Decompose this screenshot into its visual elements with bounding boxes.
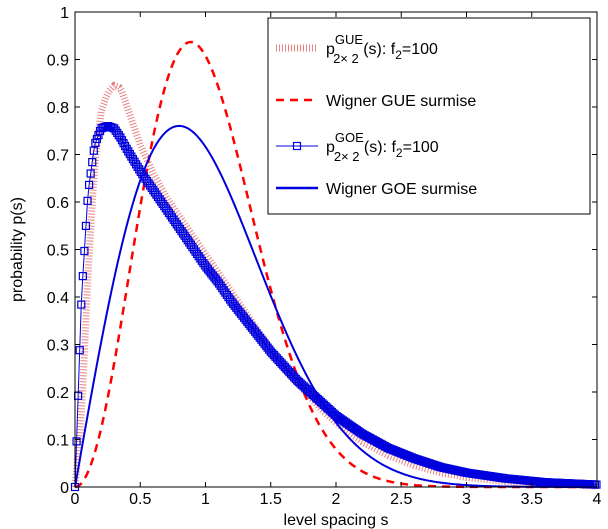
legend-label-goe-2x2: pGOE 2× 2 (s): f2=100 (326, 130, 439, 164)
x-tick-label: 0.5 (129, 491, 151, 508)
legend-sample-goe-2x2 (276, 141, 318, 151)
x-tick-label: 3 (462, 491, 471, 508)
x-tick-label: 4 (593, 491, 602, 508)
y-tick-label: 0.9 (47, 53, 69, 70)
y-tick-label: 0.1 (47, 433, 69, 450)
y-tick-label: 1 (60, 5, 69, 22)
x-tick-label: 1 (201, 491, 210, 508)
x-axis-label: level spacing s (284, 512, 389, 529)
legend-label-wigner-gue: Wigner GUE surmise (326, 93, 476, 110)
data-point (88, 158, 97, 167)
x-tick-label: 1.5 (260, 491, 282, 508)
data-point (83, 196, 92, 205)
x-tick-label: 2 (332, 491, 341, 508)
y-tick-label: 0.2 (47, 385, 69, 402)
legend-label-gue-2x2: pGUE 2× 2 (s): f2=100 (326, 32, 438, 66)
plot-marks (70, 40, 601, 492)
y-tick-label: 0.4 (47, 290, 69, 307)
legend-label-wigner-goe: Wigner GOE surmise (326, 181, 477, 198)
y-tick-label: 0.8 (47, 100, 69, 117)
series-gue-2x2 (71, 81, 598, 490)
data-point (78, 272, 87, 281)
y-tick-label: 0.5 (47, 243, 69, 260)
data-point (592, 480, 601, 489)
y-tick-label: 0 (60, 480, 69, 497)
data-point (81, 221, 91, 231)
y-tick-label: 0.3 (47, 338, 69, 355)
legend: pGUE 2× 2 (s): f2=100 Wigner GUE surmise pG… (267, 17, 591, 215)
y-tick-label: 0.6 (47, 195, 69, 212)
data-point (72, 437, 81, 446)
y-tick-label: 0.7 (47, 148, 69, 165)
data-point (77, 300, 86, 309)
x-tick-label: 0 (71, 491, 80, 508)
data-point (84, 180, 94, 189)
x-tick-label: 2.5 (390, 491, 412, 508)
x-tick-label: 3.5 (521, 491, 543, 508)
legend-box (267, 17, 591, 215)
data-point (86, 169, 95, 178)
ticks: 0 0.5 1 1.5 2 2.5 3 3.5 4 0 0.1 0.2 0.3 0.4 0.5 0.6 0.7 0… (47, 5, 602, 508)
data-point (75, 346, 84, 355)
y-axis-label: probability p(s) (9, 197, 26, 302)
data-point (89, 146, 98, 155)
data-point (80, 246, 89, 256)
series-goe-2x2 (70, 121, 601, 492)
